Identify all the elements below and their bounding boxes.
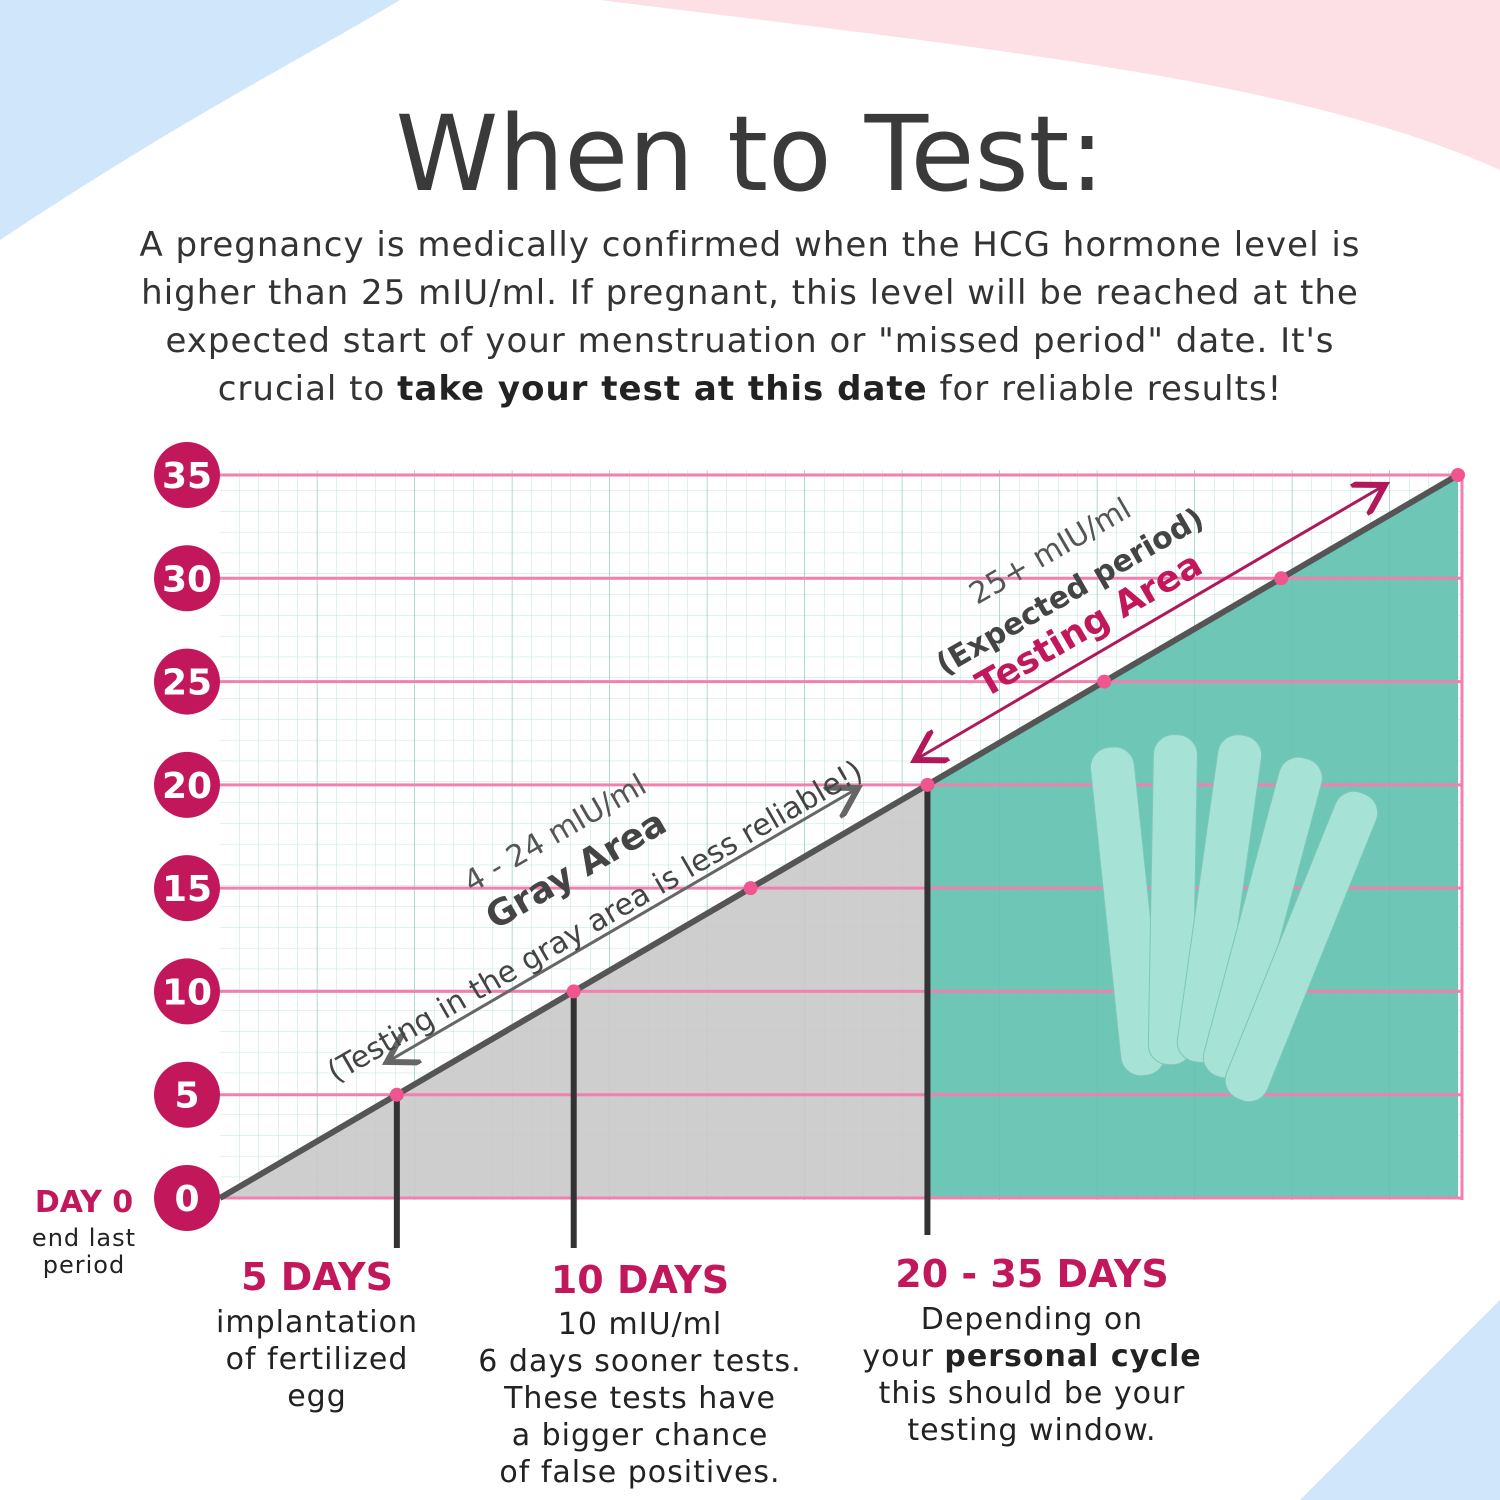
column-text: testing window. bbox=[907, 1413, 1156, 1448]
y-tick-label: 10 bbox=[162, 972, 212, 1013]
data-point bbox=[1097, 674, 1112, 689]
tick-badge bbox=[154, 751, 220, 818]
column-text: These tests have bbox=[503, 1381, 776, 1416]
column-text: of false positives. bbox=[499, 1455, 780, 1490]
tick-badge bbox=[154, 1061, 220, 1128]
y-tick-label: 0 bbox=[174, 1179, 199, 1220]
intro-bold: take your test at this date bbox=[397, 369, 928, 409]
bg-blob bbox=[0, 0, 400, 240]
tick-badge bbox=[154, 958, 220, 1025]
intro-text: for reliable results! bbox=[940, 369, 1283, 409]
tick-badge bbox=[154, 1165, 220, 1231]
column-text: a bigger chance bbox=[512, 1418, 769, 1453]
y-tick-label: 35 bbox=[162, 456, 212, 497]
tick-badge bbox=[154, 545, 220, 612]
column-heading: 5 DAYS bbox=[241, 1255, 393, 1299]
tick-badge bbox=[154, 442, 220, 508]
column-text: 6 days sooner tests. bbox=[478, 1344, 801, 1379]
column-heading: 20 - 35 DAYS bbox=[895, 1252, 1168, 1296]
intro-line: expected start of your menstruation or "… bbox=[165, 321, 1334, 361]
column-bold: personal cycle bbox=[944, 1339, 1201, 1374]
data-point bbox=[1274, 571, 1289, 586]
title: When to Test: bbox=[395, 93, 1104, 215]
column-heading: 10 DAYS bbox=[551, 1258, 729, 1302]
column-text: your bbox=[862, 1339, 933, 1374]
intro-text: crucial to bbox=[218, 369, 386, 409]
column-text: 10 mIU/ml bbox=[558, 1307, 722, 1342]
arrow bbox=[915, 485, 1385, 760]
day0-heading: DAY 0 bbox=[35, 1185, 133, 1220]
intro-line: higher than 25 mIU/ml. If pregnant, this… bbox=[141, 273, 1359, 313]
y-tick-label: 15 bbox=[162, 869, 212, 910]
day0-text: period bbox=[43, 1251, 125, 1279]
arrow bbox=[387, 788, 858, 1062]
intro-line: A pregnancy is medically confirmed when … bbox=[139, 225, 1360, 265]
y-tick-label: 5 bbox=[174, 1076, 199, 1117]
test-sticks bbox=[1089, 734, 1379, 1103]
data-point bbox=[389, 1087, 404, 1102]
y-tick-label: 30 bbox=[162, 559, 212, 600]
intro-line: crucial to take your test at this date f… bbox=[218, 369, 1283, 409]
tick-badge bbox=[154, 648, 220, 715]
column-text: Depending on bbox=[921, 1302, 1143, 1337]
y-tick-label: 20 bbox=[162, 766, 212, 807]
data-point bbox=[743, 881, 758, 896]
day0-text: end last bbox=[32, 1224, 136, 1252]
bg-blob bbox=[600, 0, 1500, 170]
tick-badge bbox=[154, 855, 220, 922]
column-text: of fertilized bbox=[226, 1342, 409, 1377]
column-text: implantation bbox=[216, 1305, 418, 1340]
column-text: egg bbox=[287, 1379, 347, 1414]
data-point bbox=[920, 777, 935, 792]
data-point bbox=[566, 984, 581, 999]
column-text: this should be your bbox=[879, 1376, 1186, 1411]
data-point bbox=[1451, 468, 1465, 482]
column-text: your personal cycle bbox=[862, 1339, 1201, 1374]
bg-blob bbox=[1300, 1300, 1500, 1500]
y-tick-label: 25 bbox=[162, 663, 212, 704]
